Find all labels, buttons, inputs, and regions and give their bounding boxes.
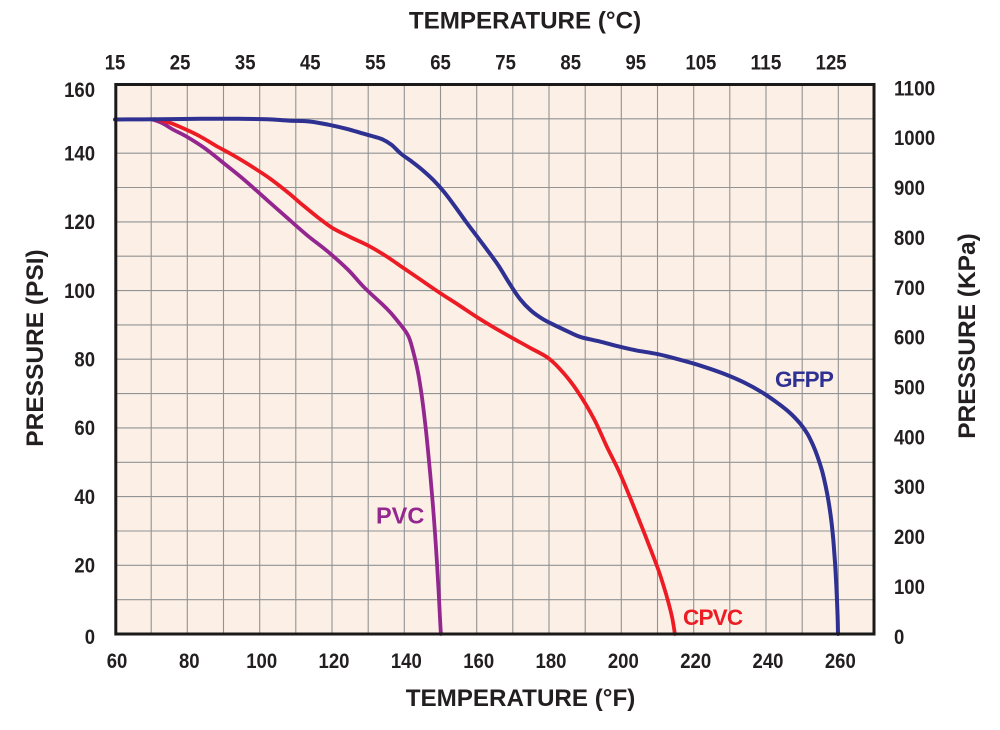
svg-text:140: 140 [391,649,422,673]
svg-text:65: 65 [430,51,451,75]
svg-text:80: 80 [74,348,95,372]
svg-text:55: 55 [365,51,386,75]
svg-text:GFPP: GFPP [775,367,834,392]
svg-text:15: 15 [105,51,126,75]
svg-text:160: 160 [463,649,494,673]
svg-text:100: 100 [246,649,277,673]
svg-text:200: 200 [608,649,639,673]
svg-text:80: 80 [179,649,200,673]
svg-text:100: 100 [64,279,95,303]
svg-text:400: 400 [894,425,925,449]
svg-text:700: 700 [894,276,925,300]
svg-text:120: 120 [319,649,350,673]
svg-text:20: 20 [74,554,95,578]
svg-text:CPVC: CPVC [683,605,743,630]
svg-text:PVC: PVC [376,503,424,529]
svg-text:100: 100 [894,575,925,599]
svg-text:240: 240 [753,649,784,673]
svg-text:260: 260 [825,649,856,673]
svg-text:800: 800 [894,226,925,250]
svg-text:95: 95 [626,51,647,75]
svg-text:60: 60 [107,649,128,673]
svg-text:40: 40 [74,485,95,509]
svg-text:0: 0 [85,625,95,649]
svg-text:1100: 1100 [894,76,935,100]
svg-text:500: 500 [894,376,925,400]
svg-text:1000: 1000 [894,126,935,150]
svg-text:105: 105 [685,51,716,75]
svg-text:900: 900 [894,176,925,200]
svg-text:200: 200 [894,525,925,549]
svg-text:35: 35 [235,51,256,75]
svg-text:PRESSURE (KPa): PRESSURE (KPa) [954,233,981,439]
svg-text:600: 600 [894,326,925,350]
svg-text:160: 160 [64,78,95,102]
svg-text:TEMPERATURE (°F): TEMPERATURE (°F) [406,685,636,712]
svg-text:180: 180 [536,649,567,673]
svg-text:75: 75 [495,51,516,75]
svg-text:45: 45 [300,51,321,75]
svg-text:0: 0 [894,625,904,649]
svg-text:120: 120 [64,210,95,234]
svg-text:25: 25 [170,51,191,75]
svg-text:TEMPERATURE (°C): TEMPERATURE (°C) [409,8,641,35]
svg-text:85: 85 [560,51,581,75]
svg-text:125: 125 [816,51,847,75]
svg-text:60: 60 [74,416,95,440]
svg-text:PRESSURE (PSI): PRESSURE (PSI) [22,249,49,446]
svg-text:220: 220 [680,649,711,673]
svg-text:300: 300 [894,475,925,499]
svg-text:140: 140 [64,142,95,166]
svg-text:115: 115 [751,51,782,75]
